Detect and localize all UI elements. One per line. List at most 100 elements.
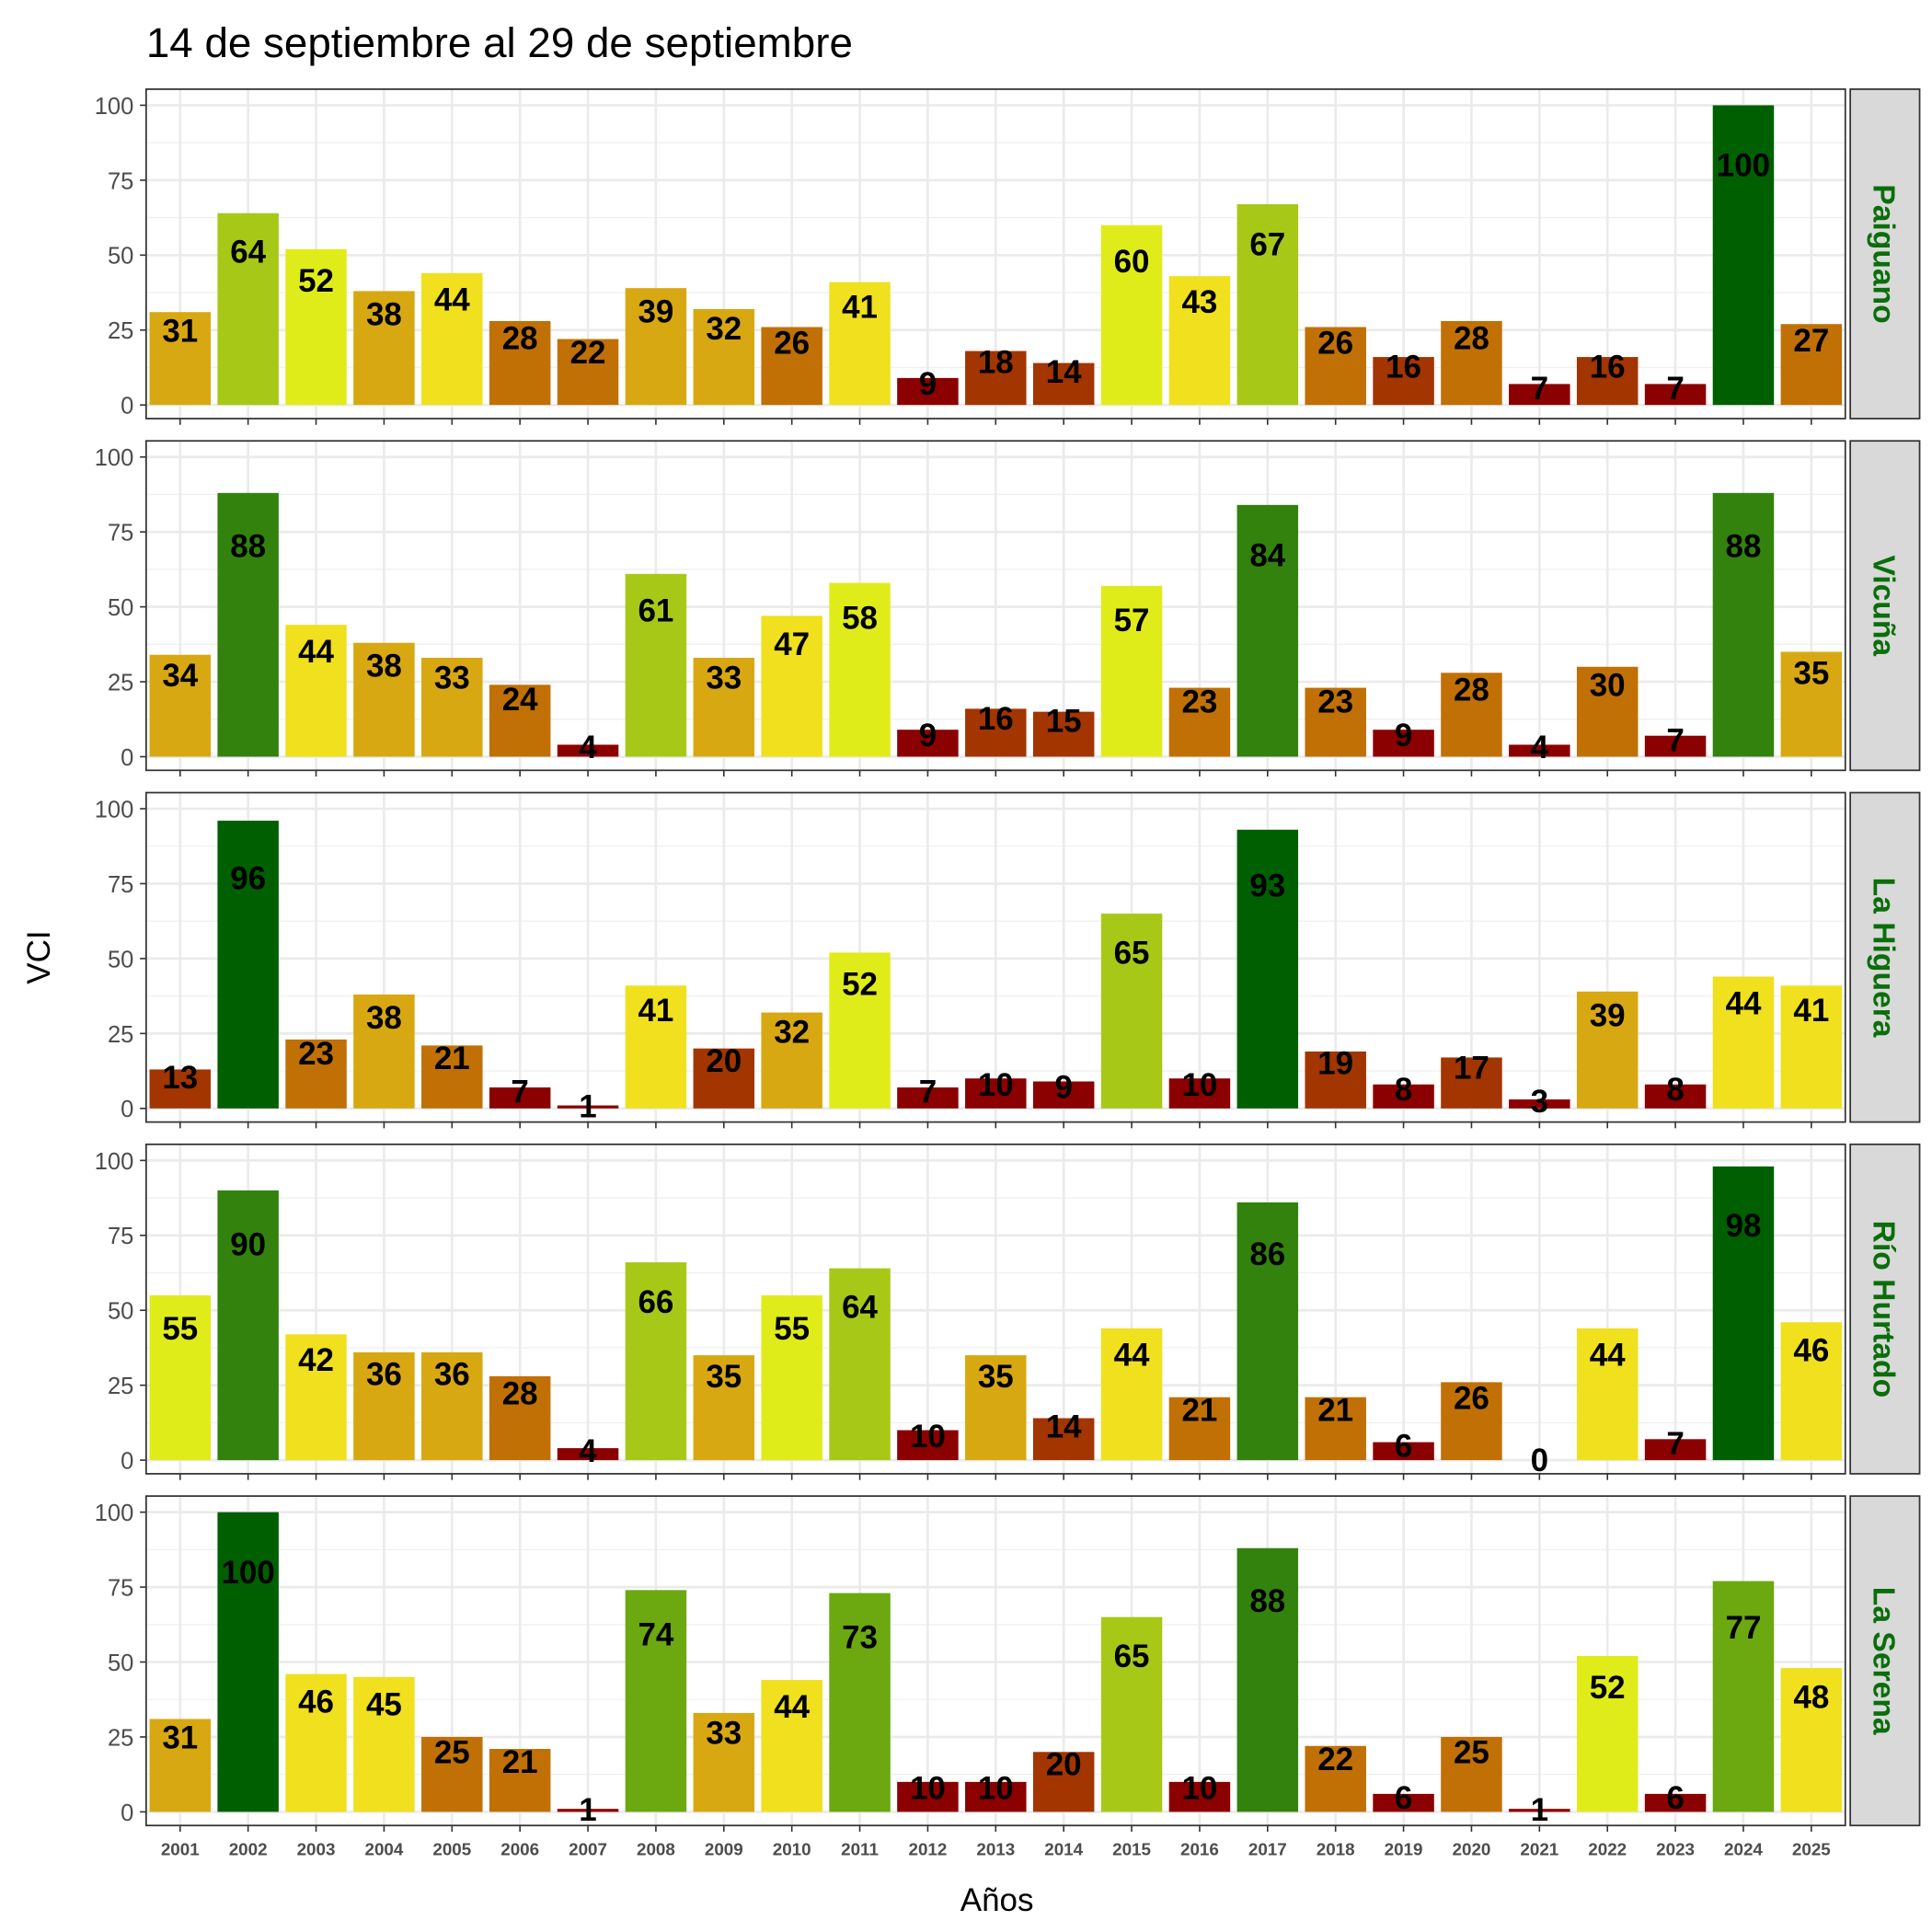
y-tick-label: 25 [108, 1725, 133, 1751]
chart-title: 14 de septiembre al 29 de septiembre [146, 19, 853, 66]
data-label: 46 [1793, 1332, 1829, 1368]
x-tick-label: 2009 [705, 1840, 743, 1859]
x-tick-label: 2011 [841, 1840, 879, 1859]
data-label: 86 [1249, 1236, 1285, 1272]
y-tick-label: 0 [121, 1449, 133, 1475]
bar-2011 [829, 1268, 891, 1461]
data-label: 38 [366, 296, 402, 332]
bar-2005 [421, 1736, 483, 1812]
bar-2009 [693, 1355, 755, 1461]
data-label: 7 [511, 1075, 528, 1110]
bar-2009 [693, 1712, 755, 1812]
facet-strip [1849, 1143, 1921, 1475]
data-label: 34 [162, 658, 198, 694]
bar-2022 [1576, 357, 1639, 406]
bar-2004 [353, 995, 415, 1109]
data-label: 93 [1249, 868, 1285, 904]
bar-2024 [1712, 492, 1775, 757]
bar-2022 [1576, 1328, 1639, 1461]
bar-2010 [761, 1680, 822, 1812]
bar-2010 [761, 327, 822, 406]
facet-strip-label: Paiguano [1867, 184, 1901, 323]
data-label: 44 [1590, 1338, 1626, 1374]
data-label: 22 [1317, 1742, 1353, 1777]
bar-2002 [217, 213, 279, 406]
bar-2016 [1168, 687, 1231, 757]
data-label: 44 [1114, 1338, 1150, 1374]
data-label: 55 [774, 1311, 810, 1347]
bar-2001 [149, 1719, 212, 1812]
bar-2012 [897, 730, 959, 757]
data-label: 33 [706, 661, 742, 696]
x-tick-label: 2014 [1044, 1840, 1083, 1859]
data-label: 7 [919, 1075, 937, 1110]
bar-2010 [761, 1012, 822, 1109]
data-label: 31 [162, 314, 198, 350]
data-label: 65 [1114, 1639, 1150, 1674]
bar-2020 [1441, 673, 1502, 757]
facet-strip [1849, 440, 1921, 772]
data-label: 35 [1793, 655, 1829, 691]
bar-2010 [761, 615, 822, 757]
y-tick-label: 100 [95, 1149, 134, 1175]
bar-2006 [489, 1749, 551, 1812]
bar-2013 [965, 1355, 1027, 1461]
data-label: 4 [579, 730, 597, 765]
data-label: 14 [1046, 354, 1082, 390]
bar-2017 [1236, 829, 1299, 1109]
data-label: 20 [1046, 1746, 1082, 1782]
data-label: 0 [1531, 1443, 1548, 1478]
data-label: 88 [1249, 1583, 1285, 1619]
x-tick-label: 2007 [569, 1840, 607, 1859]
data-label: 14 [1046, 1409, 1082, 1445]
data-label: 10 [1181, 1067, 1217, 1103]
data-label: 28 [1454, 320, 1489, 356]
bar-2003 [285, 248, 347, 406]
data-label: 90 [230, 1227, 266, 1263]
bar-2016 [1168, 1781, 1231, 1812]
data-label: 16 [978, 701, 1014, 737]
bar-2024 [1712, 1581, 1775, 1812]
data-label: 10 [978, 1067, 1014, 1103]
data-label: 35 [706, 1359, 742, 1395]
data-label: 18 [978, 344, 1014, 380]
data-label: 16 [1386, 350, 1421, 385]
bar-2006 [489, 1087, 551, 1109]
bar-2004 [353, 642, 415, 757]
data-label: 22 [570, 335, 606, 371]
data-label: 10 [978, 1770, 1014, 1806]
y-tick-label: 75 [108, 521, 133, 546]
data-label: 24 [502, 682, 538, 718]
y-tick-label: 50 [108, 947, 133, 972]
x-tick-label: 2013 [976, 1840, 1015, 1859]
data-label: 26 [774, 326, 810, 362]
data-label: 41 [638, 993, 673, 1029]
bar-2021 [1509, 1809, 1570, 1812]
data-label: 88 [1725, 528, 1761, 564]
data-label: 16 [1590, 350, 1626, 385]
bar-2001 [149, 1069, 212, 1109]
data-label: 1 [579, 1088, 596, 1124]
bar-2014 [1032, 1081, 1095, 1109]
y-tick-label: 100 [95, 1501, 134, 1526]
bar-2019 [1373, 357, 1434, 406]
bar-2023 [1644, 1439, 1707, 1461]
data-label: 52 [298, 263, 334, 299]
bar-2007 [557, 744, 619, 757]
bar-2006 [489, 1375, 551, 1461]
x-tick-label: 2024 [1724, 1840, 1763, 1859]
data-label: 23 [1181, 684, 1217, 720]
y-tick-label: 100 [95, 94, 134, 120]
data-label: 88 [230, 528, 266, 564]
bar-2020 [1441, 320, 1502, 406]
x-tick-label: 2001 [161, 1840, 200, 1859]
data-label: 38 [366, 1000, 402, 1036]
bar-2015 [1100, 585, 1163, 757]
bar-2014 [1032, 362, 1095, 406]
data-label: 21 [434, 1041, 470, 1076]
x-tick-label: 2010 [773, 1840, 811, 1859]
bar-2013 [965, 1781, 1027, 1812]
bar-2003 [285, 1039, 347, 1109]
